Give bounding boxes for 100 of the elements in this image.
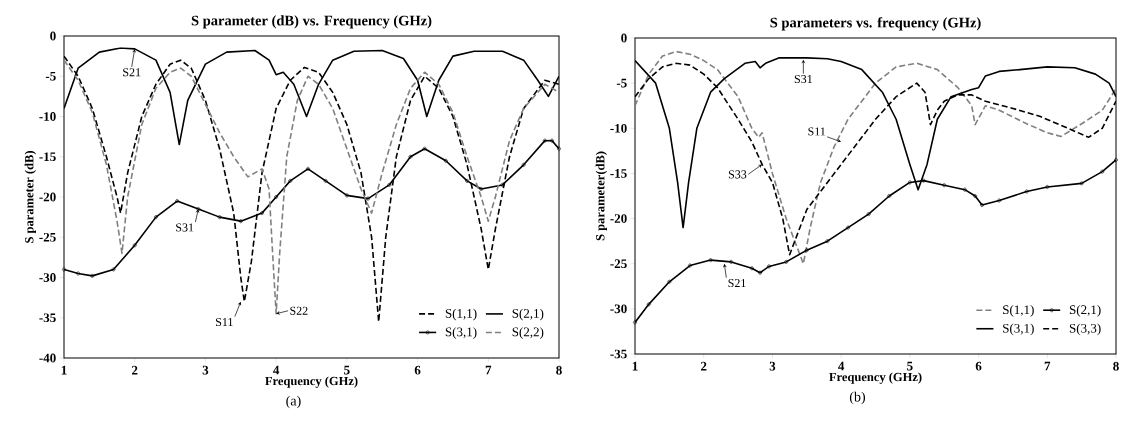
chart-title: S parameter (dB) vs. Frequency (GHz) (191, 15, 432, 29)
x-tick-label: 7 (485, 365, 492, 375)
point (1045, 185, 1050, 189)
point (465, 179, 469, 183)
point (962, 187, 967, 192)
point (479, 187, 484, 191)
y-tick-label: -20 (610, 214, 627, 223)
y-axis-title: S parameter(dB) (595, 151, 608, 241)
y-tick-label: -35 (39, 313, 56, 323)
legend-label: S(2,1) (512, 308, 544, 321)
text: (a) (286, 395, 301, 409)
point (997, 198, 1002, 203)
point (111, 267, 116, 272)
y-tick-label: -30 (39, 273, 56, 282)
point (767, 264, 771, 269)
x-tick-label: 5 (344, 365, 350, 375)
point (217, 215, 222, 220)
point (76, 271, 81, 276)
text: (b) (849, 391, 866, 405)
x-tick-label: 6 (975, 361, 982, 371)
point (422, 146, 427, 151)
legend-label: S(1,1) (445, 308, 477, 321)
x-tick-label: 1 (632, 361, 638, 371)
annotation: S33 (728, 170, 747, 179)
x-tick-label: 4 (273, 365, 280, 375)
y-tick-label: -40 (39, 353, 56, 363)
x-tick-label: 8 (1113, 361, 1119, 371)
legend-label: S(3,1) (1003, 323, 1034, 336)
y-tick-label: -10 (610, 123, 627, 133)
y-tick-label: -5 (45, 71, 56, 81)
y-tick-label: -35 (610, 349, 627, 359)
annotation: S31 (794, 75, 812, 84)
annotation: S22 (290, 306, 308, 315)
point (288, 179, 293, 183)
point (1024, 189, 1029, 194)
x-tick-label: 3 (202, 365, 209, 375)
y-tick-label: -15 (39, 152, 56, 162)
y-axis-title: S parameter (dB) (24, 151, 37, 243)
annotation: S11 (808, 127, 826, 136)
y-tick-label: -25 (610, 259, 627, 269)
y-tick-label: -15 (610, 169, 627, 178)
chart-title: S parameters vs. frequency (GHz) (770, 17, 981, 31)
point (238, 219, 243, 224)
y-tick-label: -5 (616, 78, 627, 88)
point (154, 215, 158, 220)
annotation: S11 (216, 317, 233, 327)
point (521, 162, 526, 167)
x-tick-label: 2 (701, 361, 707, 371)
point (550, 138, 554, 143)
y-tick-label: -25 (39, 232, 56, 242)
point (758, 270, 762, 275)
legend-label: S(3,1) (445, 327, 477, 339)
point (942, 183, 947, 188)
y-tick-label: -20 (39, 192, 56, 202)
point (387, 183, 392, 187)
legend-label: S(2,2) (512, 327, 544, 339)
point (260, 211, 264, 215)
legend-label: S(1,1) (1003, 304, 1034, 317)
point (825, 239, 830, 244)
point (784, 260, 789, 264)
point (749, 266, 754, 271)
point (542, 138, 547, 143)
point (846, 225, 850, 230)
legend-label: S(2,1) (1069, 304, 1101, 317)
x-axis-title: Frequency (GHz) (265, 376, 358, 388)
point (646, 302, 651, 307)
x-tick-label: 5 (907, 361, 913, 371)
point (1100, 169, 1105, 174)
point (980, 203, 984, 207)
point (887, 194, 892, 198)
point (708, 258, 713, 262)
point (306, 166, 310, 171)
point (1079, 181, 1084, 186)
point (344, 193, 349, 198)
x-tick-label: 2 (132, 365, 138, 375)
x-tick-label: 7 (1044, 361, 1051, 371)
point (921, 178, 926, 183)
point (688, 263, 692, 268)
y-tick-label: 0 (621, 33, 627, 43)
x-tick-label: 4 (838, 361, 845, 371)
point (274, 195, 279, 199)
point (729, 260, 734, 264)
y-tick-label: -30 (610, 304, 627, 314)
x-tick-label: 3 (769, 361, 776, 371)
annotation: S31 (176, 223, 194, 232)
annotation: S21 (728, 279, 746, 288)
y-tick-label: 0 (50, 31, 56, 41)
y-tick-label: -10 (39, 112, 56, 121)
x-tick-label: 6 (414, 365, 421, 375)
x-tick-label: 1 (61, 365, 67, 375)
point (90, 273, 95, 278)
point (973, 194, 978, 198)
point (443, 158, 448, 163)
point (500, 183, 505, 187)
point (667, 279, 672, 284)
annotation: S21 (123, 68, 141, 77)
point (408, 154, 413, 159)
point (132, 243, 137, 248)
point (866, 212, 871, 216)
point (323, 179, 328, 183)
